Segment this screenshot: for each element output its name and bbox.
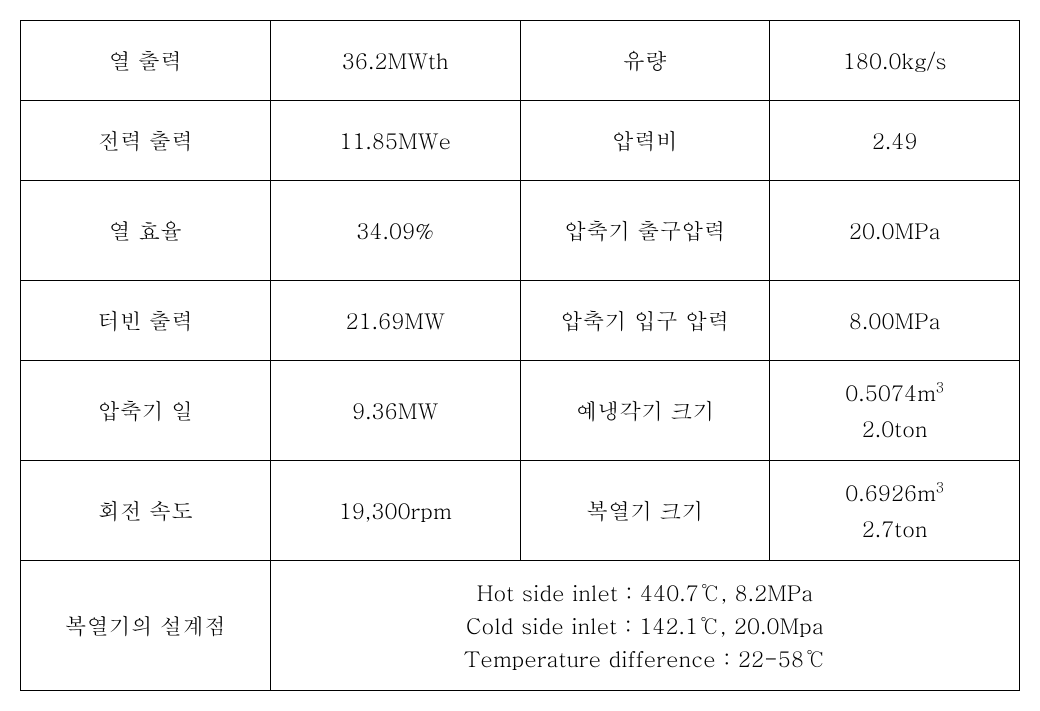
cell-value-compressor-outlet-pressure: 20.0MPa: [770, 181, 1020, 281]
cell-label-electric-output: 전력 출력: [21, 101, 271, 181]
cell-value-recuperator-size: 0.6926m3 2.7ton: [770, 461, 1020, 561]
cell-label-recuperator-size: 복열기 크기: [520, 461, 770, 561]
cell-label-thermal-output: 열 출력: [21, 21, 271, 101]
cell-value-pressure-ratio: 2.49: [770, 101, 1020, 181]
cell-label-pressure-ratio: 압력비: [520, 101, 770, 181]
precooler-volume: 0.5074m: [845, 377, 936, 408]
cell-value-electric-output: 11.85MWe: [270, 101, 520, 181]
design-hot-side: Hot side inlet : 440.7℃, 8.2MPa: [477, 577, 814, 608]
table-row: 복열기의 설계점 Hot side inlet : 440.7℃, 8.2MPa…: [21, 561, 1020, 691]
table-row: 회전 속도 19,300rpm 복열기 크기 0.6926m3 2.7ton: [21, 461, 1020, 561]
cell-label-compressor-inlet-pressure: 압축기 입구 압력: [520, 281, 770, 361]
cell-value-rotation-speed: 19,300rpm: [270, 461, 520, 561]
precooler-weight: 2.0ton: [862, 413, 928, 444]
cell-value-thermal-efficiency: 34.09%: [270, 181, 520, 281]
table-row: 열 효율 34.09% 압축기 출구압력 20.0MPa: [21, 181, 1020, 281]
design-cold-side: Cold side inlet : 142.1℃, 20.0Mpa: [466, 610, 824, 641]
recuperator-volume: 0.6926m: [845, 477, 936, 508]
cell-value-compressor-inlet-pressure: 8.00MPa: [770, 281, 1020, 361]
table-row: 전력 출력 11.85MWe 압력비 2.49: [21, 101, 1020, 181]
table-row: 압축기 일 9.36MW 예냉각기 크기 0.5074m3 2.0ton: [21, 361, 1020, 461]
cell-label-recuperator-design-point: 복열기의 설계점: [21, 561, 271, 691]
spec-table: 열 출력 36.2MWth 유량 180.0kg/s 전력 출력 11.85MW…: [20, 20, 1020, 691]
spec-table-container: 열 출력 36.2MWth 유량 180.0kg/s 전력 출력 11.85MW…: [20, 20, 1020, 691]
cell-label-flowrate: 유량: [520, 21, 770, 101]
recuperator-weight: 2.7ton: [862, 513, 928, 544]
cell-value-flowrate: 180.0kg/s: [770, 21, 1020, 101]
cell-label-compressor-outlet-pressure: 압축기 출구압력: [520, 181, 770, 281]
cell-value-precooler-size: 0.5074m3 2.0ton: [770, 361, 1020, 461]
recuperator-volume-unit-sup: 3: [936, 477, 944, 497]
cell-label-compressor-work: 압축기 일: [21, 361, 271, 461]
cell-label-thermal-efficiency: 열 효율: [21, 181, 271, 281]
cell-value-thermal-output: 36.2MWth: [270, 21, 520, 101]
cell-value-turbine-output: 21.69MW: [270, 281, 520, 361]
cell-label-precooler-size: 예냉각기 크기: [520, 361, 770, 461]
table-row: 터빈 출력 21.69MW 압축기 입구 압력 8.00MPa: [21, 281, 1020, 361]
cell-value-recuperator-design-point: Hot side inlet : 440.7℃, 8.2MPa Cold sid…: [270, 561, 1019, 691]
design-temp-diff: Temperature difference : 22-58℃: [464, 643, 826, 674]
table-row: 열 출력 36.2MWth 유량 180.0kg/s: [21, 21, 1020, 101]
cell-value-compressor-work: 9.36MW: [270, 361, 520, 461]
precooler-volume-unit-sup: 3: [936, 377, 944, 397]
cell-label-turbine-output: 터빈 출력: [21, 281, 271, 361]
cell-label-rotation-speed: 회전 속도: [21, 461, 271, 561]
